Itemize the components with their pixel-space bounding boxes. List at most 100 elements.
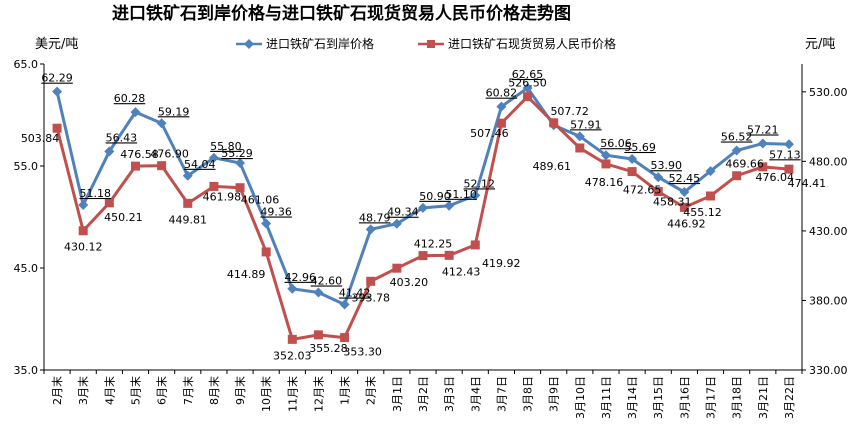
data-label-series-2: 507.46 <box>470 127 509 140</box>
x-axis-tick-label: 2月末 <box>364 376 378 405</box>
x-axis-tick-label: 12月末 <box>311 376 325 412</box>
data-point-series-1 <box>391 218 402 229</box>
left-axis-tick-label: 55.0 <box>14 160 39 173</box>
data-label-series-2: 461.98 <box>203 190 242 203</box>
data-label-series-1: 50.90 <box>419 190 451 203</box>
data-point-series-1 <box>418 202 428 213</box>
data-point-series-2 <box>183 198 193 208</box>
data-point-series-1 <box>522 82 533 93</box>
data-point-series-2 <box>470 240 480 250</box>
data-label-series-2: 458.31 <box>653 196 692 209</box>
x-axis-tick-label: 3月1日 <box>391 376 404 412</box>
legend-label-series-1: 进口铁矿石到岸价格 <box>266 36 374 51</box>
data-point-series-2 <box>575 143 585 153</box>
data-label-series-2: 461.06 <box>241 194 280 207</box>
data-label-series-2: 412.43 <box>442 265 481 278</box>
x-axis-tick-label: 3月8日 <box>522 376 535 412</box>
data-label-series-2: 430.12 <box>64 241 103 254</box>
data-label-series-1: 55.69 <box>624 141 656 154</box>
data-label-series-1: 42.96 <box>285 271 317 284</box>
x-axis-tick-label: 3月3日 <box>443 376 456 412</box>
data-label-series-2: 393.78 <box>351 291 390 304</box>
data-label-series-1: 56.52 <box>721 130 753 143</box>
data-point-series-1 <box>444 200 455 211</box>
data-label-series-1: 56.06 <box>600 137 632 150</box>
data-label-series-2: 469.66 <box>725 158 764 171</box>
data-point-series-1 <box>313 287 324 298</box>
data-labels: 62.29 51.18 56.43 60.28 59.19 54.04 55.8055.29… <box>21 68 826 362</box>
x-axis-tick-label: 10月末 <box>259 376 273 412</box>
data-label-series-1: 41.42 <box>339 287 371 300</box>
data-label-series-2: 507.72 <box>550 105 589 118</box>
data-label-series-1: 51.10 <box>445 188 477 201</box>
legend: 进口铁矿石到岸价格 进口铁矿石现货贸易人民币价格 <box>236 36 616 51</box>
data-label-series-1: 56.43 <box>106 131 138 144</box>
legend-item-series-2: 进口铁矿石现货贸易人民币价格 <box>418 36 616 51</box>
data-point-series-2 <box>235 183 245 193</box>
data-point-series-2 <box>78 226 88 236</box>
chart-title: 进口铁矿石到岸价格与进口铁矿石现货贸易人民币价格走势图 <box>112 3 571 24</box>
data-label-series-1: 62.29 <box>41 72 73 85</box>
legend-square-icon <box>427 40 435 48</box>
data-label-series-1: 48.79 <box>359 211 391 224</box>
data-label-series-2: 489.61 <box>533 160 572 173</box>
data-label-series-2: 478.16 <box>585 176 624 189</box>
data-point-series-1 <box>627 153 638 164</box>
left-axis-tick-label: 35.0 <box>14 364 39 377</box>
data-point-series-2 <box>549 118 559 128</box>
data-point-series-1 <box>78 199 89 210</box>
data-point-series-1 <box>235 158 246 169</box>
data-label-series-2: 455.12 <box>683 206 722 219</box>
data-point-series-1 <box>757 138 768 149</box>
data-label-series-1: 54.04 <box>184 158 216 171</box>
data-point-series-1 <box>679 187 690 198</box>
data-point-series-2 <box>366 276 376 286</box>
data-point-series-2 <box>496 118 506 128</box>
data-point-series-2 <box>627 167 637 177</box>
data-label-series-2: 355.28 <box>309 342 348 355</box>
data-point-series-2 <box>601 159 611 169</box>
data-label-series-1: 57.13 <box>769 148 801 161</box>
left-axis-tick-label: 65.0 <box>14 58 39 71</box>
data-point-series-2 <box>523 92 533 102</box>
data-label-series-1: 49.34 <box>387 206 419 219</box>
data-label-series-1: 57.21 <box>747 123 779 136</box>
x-axis-tick-label: 3月16日 <box>678 376 691 419</box>
data-label-series-2: 472.65 <box>623 184 662 197</box>
data-point-series-1 <box>600 150 611 161</box>
x-axis-tick-label: 3月21日 <box>757 376 770 419</box>
data-label-series-1: 52.45 <box>669 172 701 185</box>
right-axis-tick-label: 330.00 <box>809 364 848 377</box>
data-label-series-2: 476.58 <box>120 148 159 161</box>
x-axis-tick-label: 5月末 <box>128 376 142 405</box>
data-point-series-1 <box>261 218 272 229</box>
right-axis-tick-label: 480.00 <box>809 155 848 168</box>
data-point-series-2 <box>392 263 402 273</box>
data-point-series-1 <box>52 86 63 97</box>
right-axis-tick-label: 430.00 <box>809 225 848 238</box>
data-point-series-1 <box>496 101 507 112</box>
data-point-series-2 <box>444 250 454 260</box>
data-label-series-2: 352.03 <box>273 349 312 362</box>
data-point-series-2 <box>679 202 689 212</box>
data-point-series-1 <box>365 224 376 235</box>
data-label-series-1: 51.18 <box>79 187 111 200</box>
data-point-series-2 <box>157 161 167 171</box>
data-point-series-1 <box>208 152 219 163</box>
data-label-series-2: 503.84 <box>21 132 60 145</box>
x-axis-tick-label: 3月11日 <box>600 376 613 419</box>
x-axis-tick-label: 3月18日 <box>731 376 744 419</box>
data-label-series-1: 60.82 <box>486 87 518 100</box>
right-unit-label: 元/吨 <box>805 37 835 52</box>
data-label-series-2: 446.92 <box>667 217 706 230</box>
x-axis-tick-label: 3月10日 <box>574 376 587 419</box>
x-axis-tick-label: 9月末 <box>233 376 247 405</box>
data-label-series-1: 49.36 <box>260 206 292 219</box>
data-label-series-2: 419.92 <box>482 257 521 270</box>
data-point-series-2 <box>287 334 297 344</box>
data-point-series-2 <box>209 181 219 191</box>
data-label-series-2: 449.81 <box>169 213 208 226</box>
data-point-series-1 <box>130 107 141 118</box>
data-point-series-2 <box>261 247 271 257</box>
